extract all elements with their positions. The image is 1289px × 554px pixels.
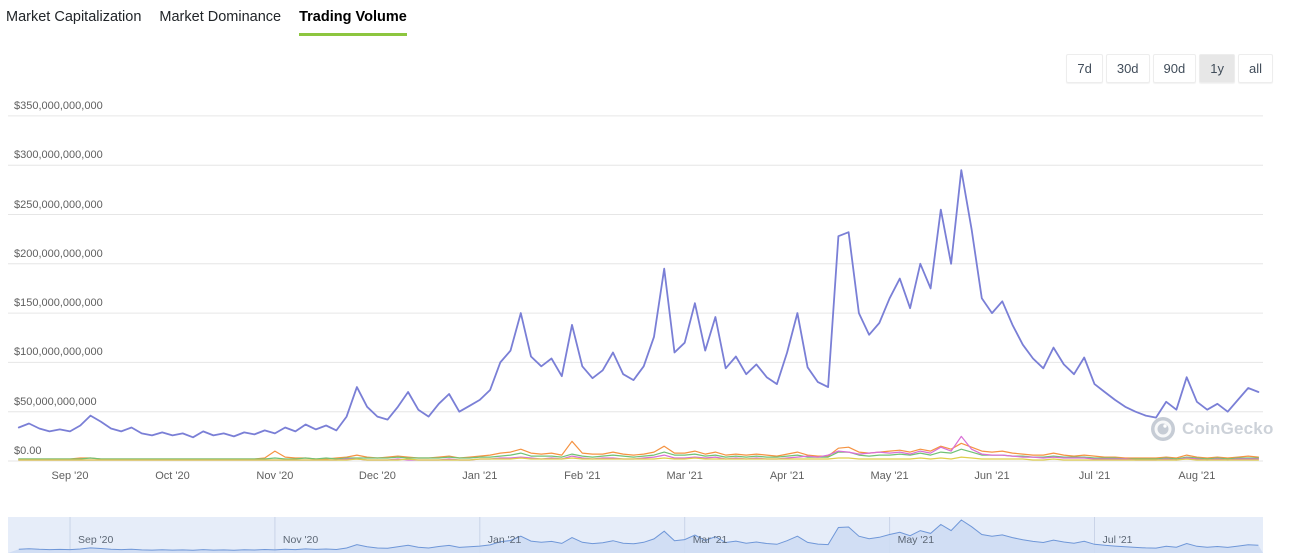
y-axis-label: $350,000,000,000 xyxy=(14,99,103,112)
range-button-1y[interactable]: 1y xyxy=(1199,54,1235,83)
x-axis-label: Jan '21 xyxy=(462,470,498,482)
navigator-brush[interactable]: Sep '20 Nov '20 Jan '21 Mar '21 May '21 … xyxy=(8,517,1263,554)
x-axis-label: Nov '20 xyxy=(256,470,294,482)
x-axis-label: Dec '20 xyxy=(358,470,396,482)
x-axis-label: Apr '21 xyxy=(769,470,805,482)
range-selector: 7d 30d 90d 1y all xyxy=(1063,54,1273,83)
range-button-30d[interactable]: 30d xyxy=(1105,54,1150,83)
range-button-90d[interactable]: 90d xyxy=(1152,54,1197,83)
x-axis-label: May '21 xyxy=(870,470,909,482)
navigator-label: Nov '20 xyxy=(282,534,319,546)
watermark-text: CoinGecko xyxy=(1182,419,1274,438)
x-axis-label: Mar '21 xyxy=(666,470,703,482)
x-axis-label: Aug '21 xyxy=(1178,470,1216,482)
x-axis-label: Jul '21 xyxy=(1078,470,1111,482)
tab-market-capitalization[interactable]: Market Capitalization xyxy=(6,9,142,25)
y-axis-label: $300,000,000,000 xyxy=(14,149,103,162)
y-axis-label: $250,000,000,000 xyxy=(14,198,103,211)
x-axis-label: Jun '21 xyxy=(974,470,1010,482)
navigator-label: Jul '21 xyxy=(1102,534,1133,546)
range-button-7d[interactable]: 7d xyxy=(1066,54,1103,83)
x-axis-label: Feb '21 xyxy=(564,470,601,482)
range-button-all[interactable]: all xyxy=(1237,54,1273,83)
x-axis-label: Oct '20 xyxy=(155,470,190,482)
tab-trading-volume[interactable]: Trading Volume xyxy=(299,7,407,36)
navigator-label: Mar '21 xyxy=(692,534,728,546)
y-axis-label: $200,000,000,000 xyxy=(14,247,103,260)
navigator-label: Sep '20 xyxy=(78,534,114,546)
x-axis-label: Sep '20 xyxy=(51,470,89,482)
coingecko-logo-icon xyxy=(1151,417,1175,441)
navigator-label: Jan '21 xyxy=(487,534,522,546)
coingecko-watermark: CoinGecko xyxy=(1150,416,1274,442)
chart-type-tabs: Market Capitalization Market Dominance T… xyxy=(6,7,407,36)
y-axis-label: $150,000,000,000 xyxy=(14,297,103,310)
y-axis-label: $100,000,000,000 xyxy=(14,346,103,359)
y-axis-label: $0.00 xyxy=(14,445,42,457)
tab-market-dominance[interactable]: Market Dominance xyxy=(159,9,282,25)
navigator-label: May '21 xyxy=(897,534,935,546)
y-axis-label: $50,000,000,000 xyxy=(14,395,97,408)
